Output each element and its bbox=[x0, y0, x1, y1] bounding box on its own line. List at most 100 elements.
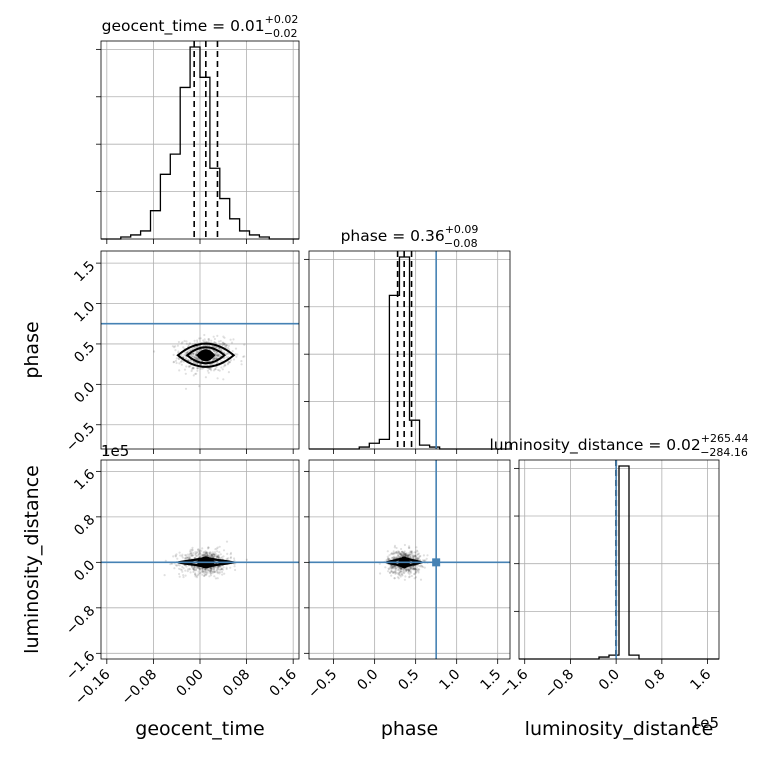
sample-point bbox=[419, 564, 422, 567]
sample-point bbox=[392, 552, 395, 556]
title-plus: +265.44 bbox=[701, 432, 749, 445]
title-luminosity_distance: luminosity_distance = 0.02+265.44 −284.16 bbox=[490, 432, 749, 459]
sample-point bbox=[397, 569, 401, 572]
sample-point bbox=[209, 570, 212, 574]
sample-point bbox=[217, 554, 220, 557]
sample-point bbox=[407, 554, 410, 557]
sample-point bbox=[197, 566, 200, 570]
sample-point bbox=[388, 571, 391, 574]
sample-point bbox=[204, 570, 207, 573]
sample-point bbox=[183, 557, 186, 560]
panel-luminosity_distance-vs-geocent_time bbox=[100, 459, 300, 660]
sample-point bbox=[226, 552, 229, 556]
sample-point bbox=[181, 556, 184, 559]
truth-marker bbox=[432, 558, 441, 567]
sample-point bbox=[222, 335, 225, 338]
sample-point bbox=[179, 554, 182, 557]
sample-point bbox=[200, 567, 203, 570]
sample-point bbox=[393, 565, 396, 568]
y-tick-label: 0.5 bbox=[71, 339, 98, 366]
sample-point bbox=[410, 550, 413, 554]
sample-point bbox=[414, 557, 417, 560]
sample-point bbox=[415, 568, 418, 571]
sample-point bbox=[386, 550, 389, 553]
sample-point bbox=[216, 572, 219, 575]
sample-point bbox=[205, 551, 209, 554]
sample-point bbox=[192, 360, 195, 363]
sample-point bbox=[216, 569, 219, 572]
sample-point bbox=[225, 353, 228, 356]
sample-point bbox=[174, 359, 177, 362]
sample-point bbox=[212, 349, 215, 352]
sample-point bbox=[184, 557, 187, 560]
sample-point bbox=[408, 568, 411, 571]
sample-point bbox=[197, 358, 200, 361]
sample-point bbox=[413, 551, 416, 554]
sample-point bbox=[393, 555, 396, 558]
sample-point bbox=[195, 356, 198, 359]
sample-point bbox=[217, 565, 220, 568]
x-tick-label: 1.0 bbox=[436, 667, 463, 694]
sample-point bbox=[208, 554, 211, 557]
sample-point bbox=[211, 555, 214, 558]
sample-point bbox=[182, 346, 185, 349]
sample-point bbox=[211, 568, 214, 571]
title-phase: phase = 0.36+0.09 −0.08 bbox=[341, 223, 479, 250]
sample-point bbox=[204, 550, 207, 553]
sample-point bbox=[180, 568, 183, 572]
sample-point bbox=[400, 553, 403, 557]
sample-point bbox=[397, 553, 400, 556]
sample-point bbox=[228, 348, 231, 351]
sample-point bbox=[215, 555, 218, 558]
sample-point bbox=[192, 569, 196, 572]
sample-point bbox=[192, 367, 195, 370]
sample-point bbox=[409, 571, 412, 574]
sample-point bbox=[208, 567, 212, 570]
sample-point bbox=[211, 570, 214, 573]
sample-point bbox=[417, 552, 421, 555]
sample-point bbox=[211, 345, 214, 348]
sample-point bbox=[426, 554, 429, 557]
contour-level bbox=[196, 349, 216, 362]
sample-point bbox=[408, 554, 411, 557]
sample-point bbox=[188, 557, 191, 560]
x-tick-label: 0.5 bbox=[395, 667, 422, 694]
sample-point bbox=[410, 556, 413, 559]
sample-point bbox=[229, 338, 232, 341]
sample-point bbox=[388, 558, 391, 561]
sample-point bbox=[199, 367, 202, 370]
sample-point bbox=[194, 550, 197, 554]
sample-point bbox=[193, 357, 197, 360]
sample-point bbox=[227, 371, 230, 374]
sample-point bbox=[195, 358, 198, 361]
sample-point bbox=[174, 564, 178, 567]
sample-point bbox=[410, 574, 413, 578]
sample-point bbox=[189, 360, 192, 363]
sample-point bbox=[203, 567, 206, 571]
sample-point bbox=[193, 573, 197, 576]
sample-point bbox=[172, 555, 175, 558]
sample-point bbox=[177, 340, 180, 344]
sample-point bbox=[213, 555, 217, 558]
sample-point bbox=[415, 556, 418, 559]
sample-point bbox=[184, 554, 187, 557]
sample-point bbox=[213, 554, 216, 558]
sample-point bbox=[412, 557, 415, 560]
sample-point bbox=[200, 567, 204, 570]
sample-point bbox=[219, 568, 222, 571]
sample-point bbox=[417, 570, 420, 573]
sample-point bbox=[208, 363, 211, 366]
sample-point bbox=[216, 570, 219, 574]
sample-point bbox=[200, 554, 203, 557]
sample-point bbox=[395, 555, 398, 559]
title-errors: +0.02 −0.02 bbox=[264, 13, 299, 40]
contour-level bbox=[176, 342, 236, 368]
sample-point bbox=[421, 565, 425, 569]
sample-point bbox=[208, 553, 212, 556]
sample-point bbox=[394, 552, 397, 555]
sample-point bbox=[402, 552, 405, 555]
sample-point bbox=[408, 551, 411, 555]
sample-point bbox=[387, 570, 390, 573]
sample-point bbox=[216, 555, 219, 559]
sample-point bbox=[233, 565, 236, 568]
